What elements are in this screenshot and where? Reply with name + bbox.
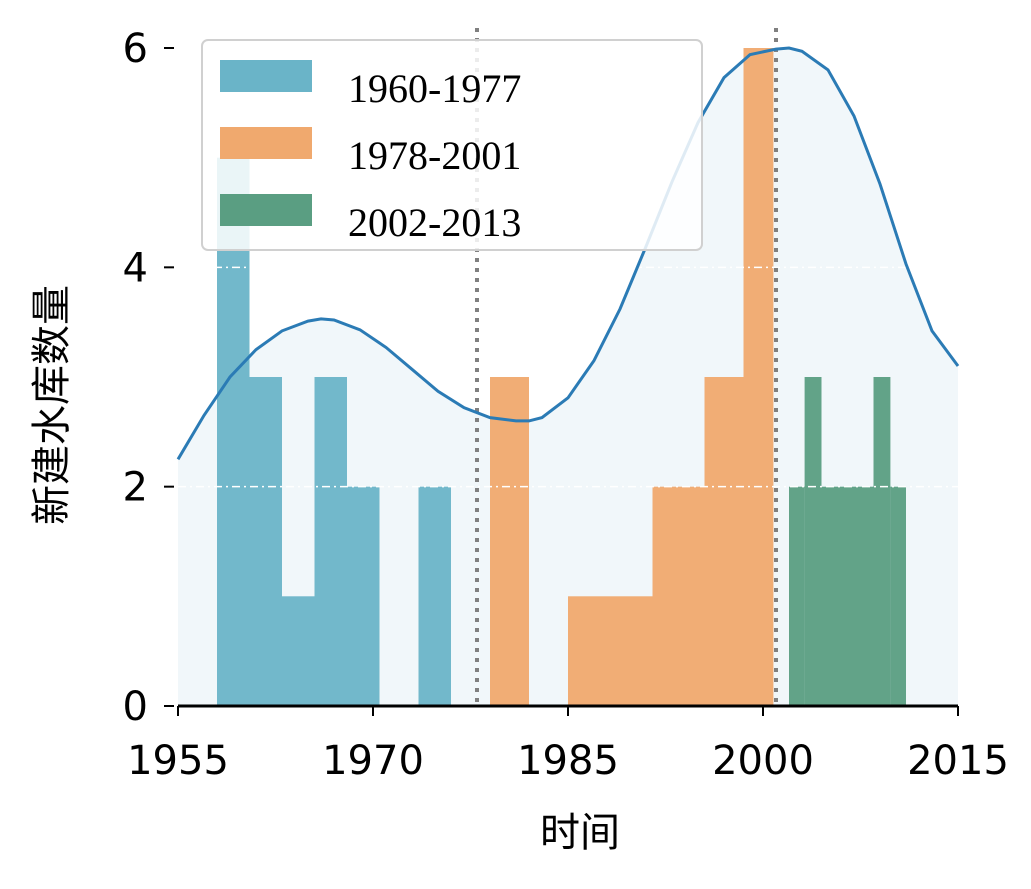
legend-label-3: 2002-2013 <box>348 200 521 245</box>
bar-series-2-bin-4 <box>704 377 744 706</box>
x-tick-label-2015: 2015 <box>907 738 1009 784</box>
bar-series-3-bin-2 <box>804 377 822 706</box>
x-tick-label-1985: 1985 <box>517 738 619 784</box>
bar-series-1-bin-6 <box>418 486 451 706</box>
bar-series-2-bin-1 <box>490 377 529 706</box>
legend-label-1: 1960-1977 <box>348 66 521 111</box>
density-curve <box>176 46 960 461</box>
legend-box <box>201 39 703 251</box>
bar-series-3-bin-1 <box>789 486 805 706</box>
x-tick-label-2000: 2000 <box>712 738 814 784</box>
x-tick-label-1955: 1955 <box>127 738 229 784</box>
x-tick-label-1970: 1970 <box>322 738 424 784</box>
x-axis-title: 时间 <box>540 810 620 856</box>
bars-layer <box>217 48 906 706</box>
bar-series-1-bin-4 <box>314 377 347 706</box>
grid-layer <box>178 266 958 488</box>
y-tick-label-2: 2 <box>123 465 148 511</box>
legend-swatch-2 <box>220 127 312 159</box>
y-axis-title: 新建水库数量 <box>29 285 75 525</box>
legend-swatch-1 <box>220 60 312 92</box>
y-tick-label-4: 4 <box>123 245 148 291</box>
bar-series-3-bin-4 <box>873 377 891 706</box>
bar-series-2-bin-3 <box>652 486 705 706</box>
bar-series-3-bin-5 <box>890 486 906 706</box>
bar-series-2-bin-2 <box>568 596 653 706</box>
legend: 1960-1977 1978-2001 2002-2013 <box>201 39 703 251</box>
bar-series-2-bin-5 <box>743 48 774 706</box>
bar-series-3-bin-3 <box>821 486 874 706</box>
y-tick-label-6: 6 <box>123 26 148 72</box>
legend-label-2: 1978-2001 <box>348 133 521 178</box>
y-tick-label-0: 0 <box>123 684 148 730</box>
density-curve-layer <box>176 46 960 461</box>
bar-series-1-bin-5 <box>347 486 380 706</box>
ticks-layer: 1955 1970 1985 2000 2015 0 2 4 6 <box>123 26 1009 784</box>
bar-series-1-bin-3 <box>282 596 315 706</box>
bar-series-1-bin-2 <box>249 377 282 706</box>
legend-swatch-3 <box>220 194 312 226</box>
